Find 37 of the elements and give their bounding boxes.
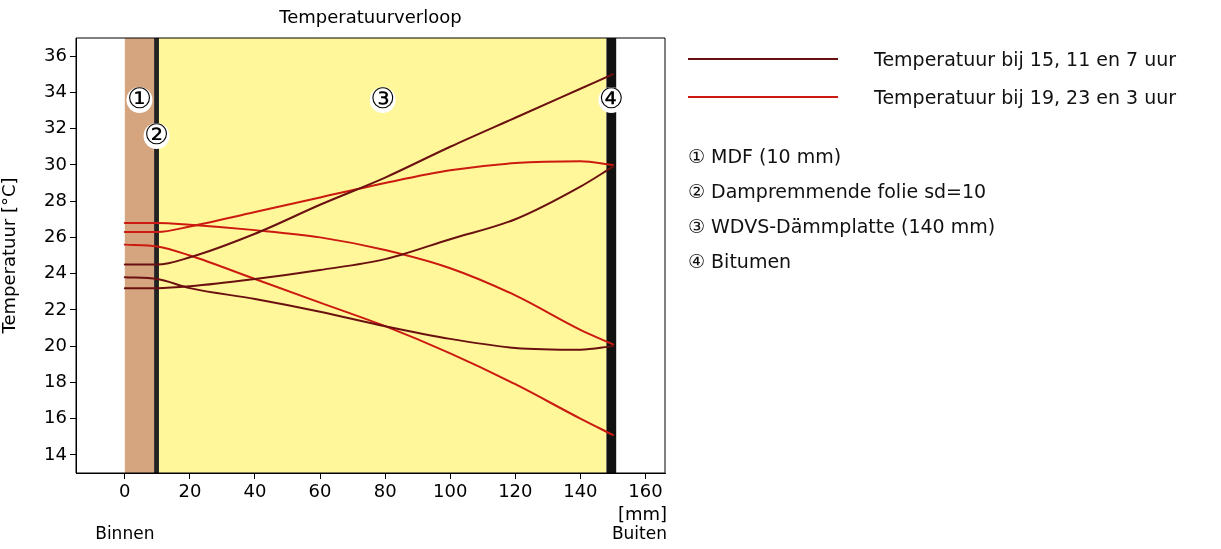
x-tick-label: 80 [373,480,397,502]
y-tick-label: 34 [44,80,67,102]
x-tick-label: 100 [433,480,468,502]
text: ④ Bitumen [688,248,793,274]
y-tick-label: 16 [44,406,67,428]
chart-title: Temperatuurverloop [278,5,462,27]
y-tick-label: 20 [44,333,67,355]
y-axis-title: Temperatuur [°C] [0,177,20,335]
y-tick-label: 22 [44,297,67,319]
band-label: ② [143,118,170,152]
x-tick-label: 20 [178,480,202,502]
band-label: ① [126,82,153,116]
text: ③ WDVS-Dämmplatte (140 mm) [688,213,997,239]
y-tick-label: 28 [44,188,67,210]
text: Binnen [95,523,155,544]
x-tick-label: 60 [308,480,332,502]
line-series [123,243,614,436]
y-tick-label: 14 [44,442,67,464]
text: ① MDF (10 mm) [688,143,843,169]
y-tick-label: 26 [44,225,67,247]
band-label: ③ [370,82,396,116]
x-axis-title: [mm] [617,502,667,524]
x-tick-label: 160 [628,480,663,502]
y-tick-label: 18 [44,370,67,392]
text: ② Dampremmende folie sd=10 [688,178,988,204]
text: Temperatuur bij 19, 23 en 3 uur [874,86,1177,108]
y-tick-label: 30 [44,152,67,174]
x-tick-label: 0 [119,480,131,502]
y-tick-label: 24 [44,261,67,283]
x-tick-label: 140 [563,480,598,502]
y-tick-label: 32 [44,116,67,138]
y-tick-label: 36 [44,43,67,65]
text: Temperatuur bij 15, 11 en 7 uur [874,48,1177,70]
x-tick-label: 120 [498,480,533,502]
band-label: ④ [598,82,624,116]
text: Buiten [611,523,667,544]
x-tick-label: 40 [243,480,267,502]
